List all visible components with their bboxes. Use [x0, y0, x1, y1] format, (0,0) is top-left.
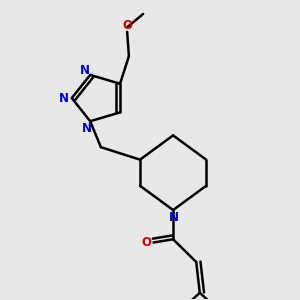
Text: N: N: [169, 211, 179, 224]
Text: N: N: [82, 122, 92, 135]
Text: O: O: [122, 19, 133, 32]
Text: N: N: [59, 92, 69, 105]
Text: N: N: [80, 64, 89, 77]
Text: O: O: [141, 236, 151, 249]
